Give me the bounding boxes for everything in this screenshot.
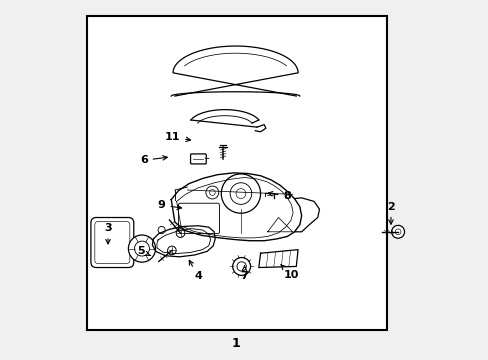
Text: 2: 2 [386, 202, 394, 224]
Circle shape [209, 190, 215, 195]
Bar [87, 16, 386, 330]
Text: 7: 7 [240, 266, 248, 282]
Circle shape [158, 226, 165, 234]
Circle shape [394, 229, 400, 235]
Circle shape [391, 225, 404, 238]
Text: 4: 4 [189, 260, 202, 282]
Circle shape [236, 189, 245, 198]
Circle shape [230, 183, 251, 204]
Circle shape [176, 229, 184, 238]
Circle shape [167, 246, 176, 255]
Text: 9: 9 [157, 200, 181, 210]
Text: 10: 10 [281, 265, 298, 280]
Circle shape [134, 241, 149, 256]
FancyBboxPatch shape [95, 221, 130, 264]
FancyBboxPatch shape [91, 217, 134, 267]
FancyBboxPatch shape [190, 154, 206, 164]
Text: 6: 6 [140, 156, 167, 165]
Circle shape [237, 262, 246, 271]
Text: 5: 5 [137, 247, 150, 256]
Circle shape [232, 257, 250, 275]
Circle shape [205, 186, 218, 199]
Text: 8: 8 [267, 191, 291, 201]
Text: 11: 11 [164, 132, 190, 142]
FancyBboxPatch shape [178, 203, 219, 234]
Circle shape [221, 174, 260, 213]
Text: 3: 3 [104, 223, 112, 244]
Circle shape [128, 235, 155, 262]
Text: 1: 1 [231, 337, 240, 350]
